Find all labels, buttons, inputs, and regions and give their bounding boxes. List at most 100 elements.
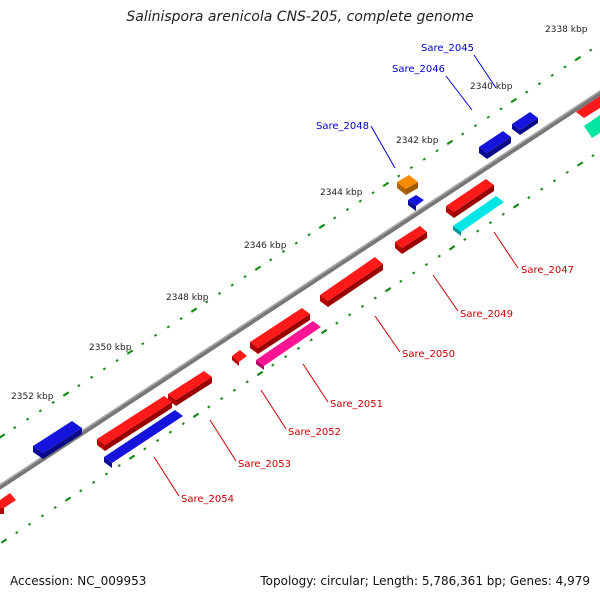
outer-tick [318,223,326,229]
genome-backbone [0,90,600,490]
backbone-highlight [0,90,600,486]
inner-tick [476,229,480,233]
inner-tick [424,262,429,267]
gene-sare-2050[interactable] [320,257,383,301]
label-sare-2052[interactable]: Sare_2052 [288,427,341,438]
outer-tick [371,191,375,195]
inner-tick [320,328,328,335]
inner-tick [220,397,224,401]
inner-tick [117,464,121,468]
inner-tick [168,430,173,434]
inner-tick [309,338,313,342]
leader-sare-2050 [374,315,401,353]
outer-tick [382,181,390,188]
label-sare-2054[interactable]: Sare_2054 [181,494,234,505]
gene-sare-2052[interactable] [232,350,247,362]
outer-tick [179,317,183,321]
inner-tick [412,271,416,275]
outer-tick [524,90,529,94]
label-sare-2053[interactable]: Sare_2053 [238,459,291,470]
accession-text: Accession: NC_009953 [10,574,147,588]
outer-tick [51,400,55,404]
gene-sare-2046[interactable] [479,131,511,153]
gene-bottomleft-red[interactable] [0,493,16,508]
gene-long-red[interactable] [97,396,172,445]
backbone-line [0,90,600,490]
outer-tick [141,342,145,346]
outer-tick [281,249,286,254]
gene-sare-2045[interactable] [512,112,538,130]
inner-tick [335,321,339,325]
ruler-label-2352: 2352 kbp [11,392,54,402]
label-sare-2050[interactable]: Sare_2050 [402,349,455,360]
map-title: Salinispora arenicola CNS-205, complete … [126,9,474,25]
outer-tick [510,97,518,104]
inner-tick-track [0,154,595,544]
outer-tick [435,149,439,153]
outer-tick-track [0,48,593,439]
gene-topright-red[interactable] [576,96,600,118]
outer-tick [550,73,554,77]
inner-tick [155,438,160,443]
outer-tick [243,275,247,279]
ruler-label-2346: 2346 kbp [244,241,287,251]
leader-sare-2053 [209,419,237,462]
gene-sare-2049[interactable] [395,226,427,248]
gene-sare-2053[interactable] [168,371,212,400]
reverse-genes [0,115,600,514]
inner-tick [207,405,211,409]
gene-left-blue[interactable] [33,421,82,453]
outer-tick [0,433,6,439]
ruler-label-2338: 2338 kbp [545,25,588,35]
outer-tick [294,241,298,245]
gene-sare-2054[interactable] [104,410,183,463]
leader-sare-2054 [153,456,180,497]
inner-tick [576,161,584,167]
inner-tick [591,154,595,158]
outer-tick [563,65,567,69]
leader-sare-2045 [473,54,497,89]
outer-tick [333,216,337,220]
ruler-label-2340: 2340 kbp [470,82,513,92]
label-sare-2047[interactable]: Sare_2047 [521,265,574,276]
gene-magenta[interactable] [256,321,321,366]
inner-tick [448,245,456,251]
gene-aqua[interactable] [584,115,600,138]
inner-tick [64,496,72,502]
outer-tick [62,391,70,397]
inner-tick [27,522,32,526]
inner-tick [488,221,493,225]
topology-text: Topology: circular; Length: 5,786,361 bp… [260,574,590,588]
outer-tick [153,333,158,337]
gene-small-blue[interactable] [408,195,424,206]
inner-tick [540,187,544,191]
label-leaders [153,54,519,497]
leader-sare-2047 [493,231,519,269]
outer-tick [230,283,234,287]
leader-sare-2052 [260,389,287,430]
inner-tick [0,538,8,544]
ruler-label-2342: 2342 kbp [396,136,439,146]
label-sare-2046[interactable]: Sare_2046 [392,64,445,75]
label-sare-2051[interactable]: Sare_2051 [330,399,383,410]
ruler-label-2350: 2350 kbp [89,343,132,353]
label-sare-2048[interactable]: Sare_2048 [316,121,369,132]
inner-tick [40,514,45,518]
label-sare-2045[interactable]: Sare_2045 [421,43,474,54]
label-sare-2049[interactable]: Sare_2049 [460,309,513,320]
leader-sare-2046 [445,75,473,111]
outer-tick [422,157,426,161]
leader-sare-2051 [302,363,329,403]
outer-tick [409,166,414,170]
outer-tick [397,174,401,178]
inner-tick [463,237,467,241]
inner-tick [360,304,365,308]
gene-sare-2051[interactable] [250,308,310,348]
inner-tick [232,388,237,392]
gene-sare-2048[interactable] [397,175,418,189]
gene-sare-2047[interactable] [446,179,494,212]
gene-cyan[interactable] [453,196,504,232]
inner-tick [527,195,531,200]
